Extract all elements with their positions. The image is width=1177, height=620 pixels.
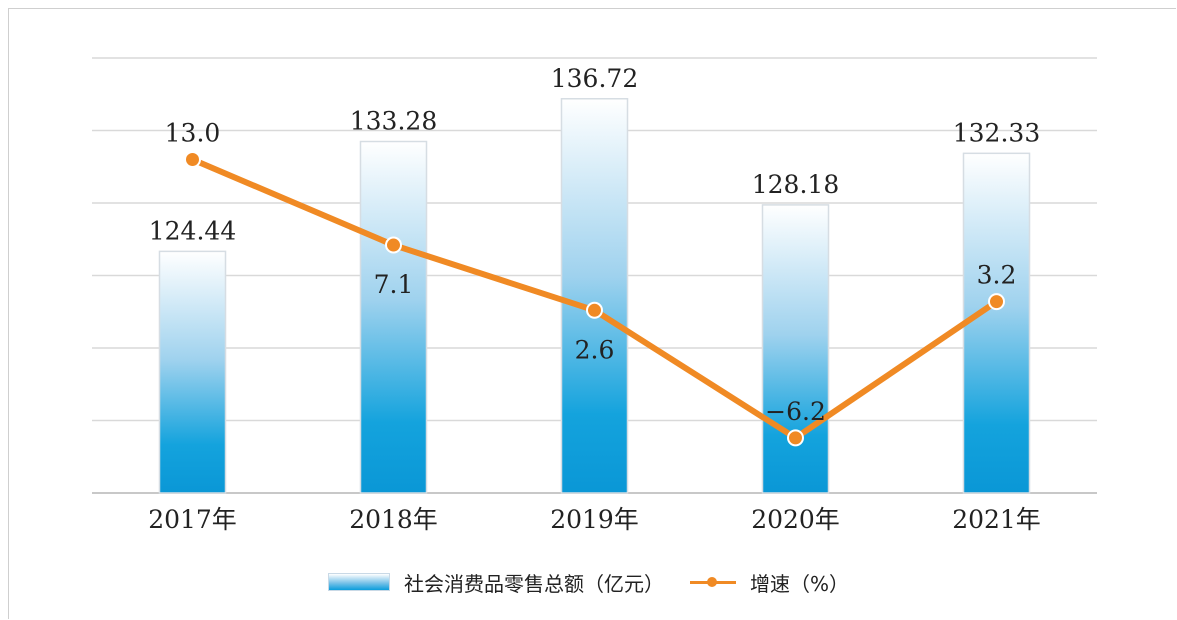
line-point xyxy=(385,236,402,254)
x-tick-label: 2021年 xyxy=(952,505,1041,534)
chart-frame xyxy=(8,8,1176,619)
legend-line-label: 增速（%） xyxy=(749,571,849,596)
legend-bar-label: 社会消费品零售总额（亿元） xyxy=(403,571,664,596)
bar-value-label: 124.44 xyxy=(149,216,236,245)
line-point xyxy=(586,301,603,319)
legend-bar-swatch xyxy=(327,573,390,591)
bar xyxy=(359,140,428,494)
line-point xyxy=(184,151,201,168)
line-value-label: 7.1 xyxy=(374,270,414,299)
bar xyxy=(560,98,629,494)
line-point xyxy=(787,429,804,447)
bar-value-label: 133.28 xyxy=(350,107,437,136)
legend-item-bar: 社会消费品零售总额（亿元） xyxy=(327,568,664,597)
x-tick-label: 2019年 xyxy=(550,505,639,534)
line-value-label: −6.2 xyxy=(765,397,826,426)
bar-value-label: 128.18 xyxy=(752,170,839,199)
x-tick-label: 2017年 xyxy=(148,505,237,534)
bar xyxy=(158,250,227,494)
legend: 社会消费品零售总额（亿元） 增速（%） xyxy=(0,565,1177,599)
line-point xyxy=(988,293,1005,311)
line-value-label: 3.2 xyxy=(977,261,1017,290)
legend-line-marker xyxy=(689,574,736,590)
x-tick-label: 2020年 xyxy=(751,505,840,534)
line-value-label: 2.6 xyxy=(575,335,615,364)
bar xyxy=(962,152,1031,494)
bar-value-label: 132.33 xyxy=(953,118,1040,147)
line-value-label: 13.0 xyxy=(165,119,221,148)
combo-chart: 124.44 133.28 136.72 128.18 132.33 13.0 7.1 2.… xyxy=(92,57,1097,534)
bar xyxy=(761,204,830,494)
bar-value-label: 136.72 xyxy=(551,64,638,93)
x-tick-label: 2018年 xyxy=(349,505,438,534)
legend-item-line: 增速（%） xyxy=(689,568,849,597)
